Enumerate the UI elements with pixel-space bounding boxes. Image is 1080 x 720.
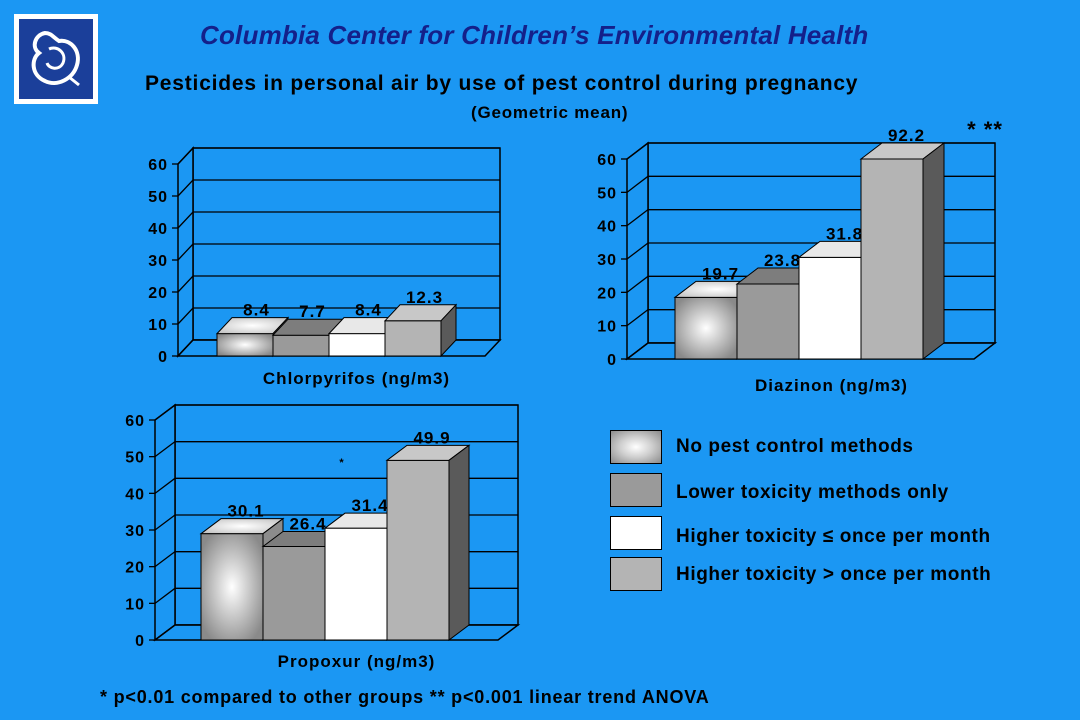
y-tick-label: 50 (597, 185, 617, 202)
y-tick-label: 50 (125, 450, 145, 467)
y-tick-label: 60 (597, 152, 617, 169)
bar-higher-toxicity-frequent-side (448, 444, 470, 641)
bar-higher-toxicity-monthly (798, 256, 862, 360)
chart-2 (621, 141, 998, 361)
data-label: 31.8 (826, 224, 863, 243)
data-label: 8.4 (355, 301, 382, 320)
bar-lower-toxicity (272, 334, 330, 357)
x-axis-label: Propoxur (ng/m3) (278, 652, 436, 671)
ccceh-logo (14, 14, 98, 104)
bar-higher-toxicity-frequent-side (440, 303, 457, 358)
legend-swatch-lower (610, 473, 662, 507)
page-title: Pesticides in personal air by use of pes… (145, 72, 859, 95)
y-tick-label: 20 (597, 285, 617, 302)
gridline (154, 404, 518, 421)
legend-label-none: No pest control methods (676, 436, 914, 457)
y-tick-label: 10 (148, 317, 168, 334)
gridline (177, 275, 500, 293)
bar-no-pest-control (674, 296, 738, 360)
significance-annotation: * (339, 457, 344, 469)
y-tick-label: 10 (125, 596, 145, 613)
bar-higher-toxicity-frequent (860, 158, 924, 360)
y-tick-label: 40 (597, 219, 617, 236)
y-tick-label: 30 (125, 523, 145, 540)
data-label: 8.4 (243, 301, 270, 320)
data-label: 31.4 (351, 496, 388, 515)
bar-higher-toxicity-frequent (384, 320, 442, 357)
y-tick-label: 60 (125, 413, 145, 430)
gridline (154, 441, 518, 458)
data-label: 30.1 (227, 502, 264, 521)
organization-title: Columbia Center for Children’s Environme… (200, 20, 869, 50)
data-label: 23.8 (764, 251, 801, 270)
x-axis-label: Diazinon (ng/m3) (755, 376, 908, 395)
mother-child-logo-icon (31, 30, 80, 87)
page-subtitle: (Geometric mean) (471, 103, 629, 122)
data-label: 49.9 (413, 428, 450, 447)
bar-no-pest-control (200, 533, 264, 641)
gridline (177, 211, 500, 229)
legend-swatch-higher-high (610, 557, 662, 591)
y-tick-label: 20 (125, 560, 145, 577)
bar-lower-toxicity (736, 283, 800, 360)
bar-no-pest-control (216, 333, 274, 357)
bar-higher-toxicity-monthly (324, 527, 388, 641)
legend-label-higher-low: Higher toxicity ≤ once per month (676, 526, 991, 547)
y-tick-label: 40 (125, 486, 145, 503)
data-label: 26.4 (289, 515, 326, 534)
y-tick-label: 10 (597, 319, 617, 336)
logo-panel (19, 19, 93, 99)
data-label: 92.2 (888, 126, 925, 145)
x-axis-label: Chlorpyrifos (ng/m3) (263, 369, 450, 388)
y-tick-label: 40 (148, 221, 168, 238)
y-tick-label: 0 (158, 349, 168, 366)
legend-swatch-none (610, 430, 662, 464)
legend-label-lower: Lower toxicity methods only (676, 482, 949, 503)
gridline (626, 142, 995, 160)
gridline (177, 147, 500, 165)
significance-annotation: * ** (967, 117, 1003, 142)
y-tick-label: 30 (148, 253, 168, 270)
data-label: 12.3 (406, 288, 443, 307)
bar-lower-toxicity (262, 546, 326, 641)
y-tick-label: 20 (148, 285, 168, 302)
legend-label-higher-high: Higher toxicity > once per month (676, 564, 992, 585)
bar-higher-toxicity-monthly (328, 333, 386, 357)
chart-3 (149, 403, 521, 642)
gridline (177, 243, 500, 261)
bar-higher-toxicity-frequent (386, 459, 450, 641)
chart-1 (172, 146, 502, 358)
y-tick-label: 60 (148, 157, 168, 174)
footnote: * p<0.01 compared to other groups ** p<0… (100, 687, 710, 707)
y-tick-label: 30 (597, 252, 617, 269)
legend-swatch-higher-low (610, 516, 662, 550)
y-tick-label: 0 (607, 352, 617, 369)
data-label: 19.7 (702, 264, 739, 283)
bar-higher-toxicity-frequent-side (922, 141, 945, 361)
gridline (177, 179, 500, 197)
y-tick-label: 0 (135, 633, 145, 650)
y-tick-label: 50 (148, 189, 168, 206)
data-label: 7.7 (299, 302, 326, 321)
